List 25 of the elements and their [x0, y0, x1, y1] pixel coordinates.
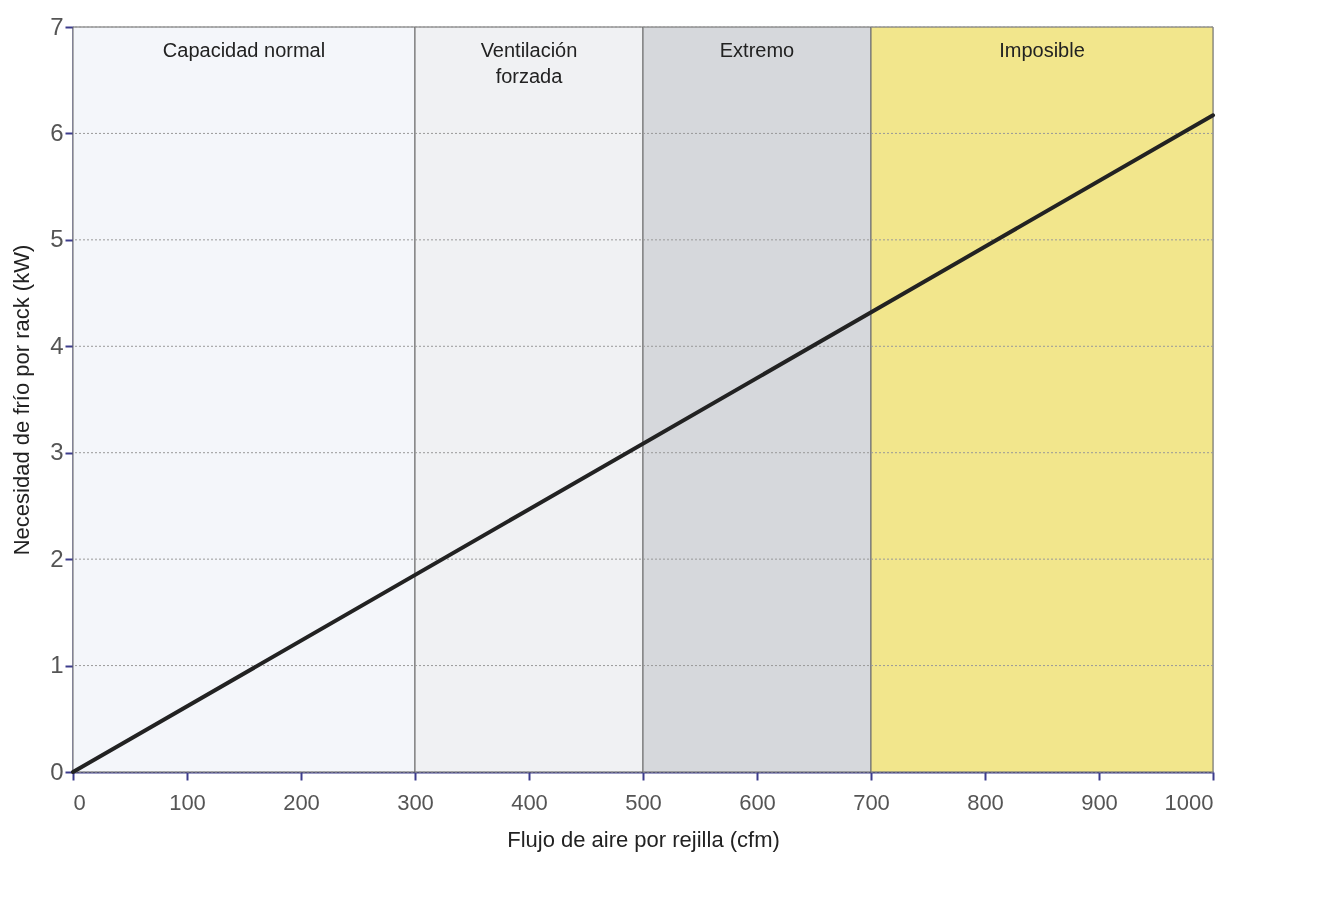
y-tick-label: 0: [50, 757, 64, 785]
y-tick-label: 5: [50, 225, 64, 253]
x-tick-label: 400: [511, 789, 548, 815]
x-tick-label: 1000: [1164, 789, 1214, 815]
x-tick-label: 700: [853, 789, 890, 815]
band-label: Imposible: [999, 39, 1085, 61]
y-tick-label: 6: [50, 118, 64, 146]
x-tick-label: 0: [73, 789, 86, 815]
band-label: Capacidad normal: [162, 39, 326, 61]
x-tick-label: 300: [397, 789, 434, 815]
y-tick-label: 4: [50, 331, 64, 359]
y-tick-label: 1: [50, 651, 64, 679]
y-tick-label: 2: [50, 544, 64, 572]
y-tick-label: 3: [50, 438, 64, 466]
x-axis-title: Flujo de aire por rejilla (cfm): [507, 826, 780, 852]
band-label: Extremo: [719, 39, 795, 61]
x-tick-label: 600: [739, 789, 776, 815]
band-label: Ventilación forzada: [480, 39, 578, 87]
x-tick-label: 100: [169, 789, 206, 815]
x-tick-label: 800: [967, 789, 1004, 815]
x-tick-label: 500: [625, 789, 662, 815]
x-tick-label: 200: [283, 789, 320, 815]
x-tick-label: 900: [1081, 789, 1118, 815]
y-axis-title: Necesidad de frío por rack (kW): [9, 244, 35, 556]
y-tick-label: 7: [50, 12, 64, 40]
